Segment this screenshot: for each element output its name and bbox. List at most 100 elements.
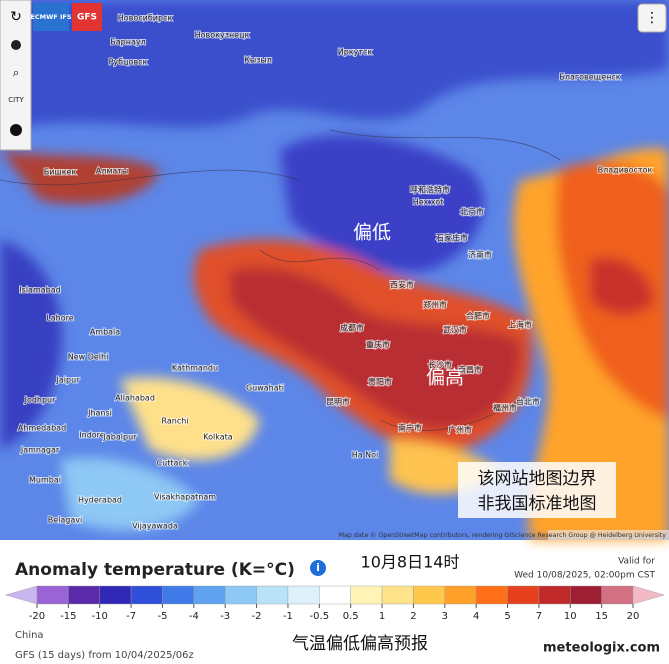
colorbar-cell <box>99 585 132 605</box>
city-label: Hyderabad <box>78 496 122 505</box>
city-label: Visakhapatnam <box>154 493 216 502</box>
dot-toggle[interactable] <box>10 124 22 136</box>
city-label: 南宁市 <box>398 423 422 433</box>
city-label: Allahabad <box>115 394 155 403</box>
colorbar-cell <box>36 585 69 605</box>
colorbar-cell <box>601 585 634 605</box>
colorbar-tick-label: 20 <box>627 611 640 622</box>
city-label: Cuttack <box>157 459 188 468</box>
colorbar-tick-label: -1 <box>283 611 293 622</box>
city-label: Кызыл <box>244 56 272 65</box>
map <box>0 0 669 540</box>
colorbar-cell <box>130 585 163 605</box>
colorbar-cell <box>4 585 38 605</box>
colorbar-cell <box>68 585 100 605</box>
colorbar-tick-label: 10 <box>564 611 577 622</box>
city-label: 福州市 <box>493 403 517 413</box>
colorbar-tick-label: 5 <box>504 611 510 622</box>
colorbar-cell <box>287 585 320 605</box>
menu-icon: ⋮ <box>645 10 659 26</box>
city-label: Благовещенск <box>559 73 620 82</box>
city-label: Ambala <box>90 328 120 337</box>
city-label: Indore <box>79 431 105 440</box>
city-label: 武汉市 <box>443 325 467 335</box>
city-label: 合肥市 <box>466 311 490 321</box>
city-label: Lahore <box>46 314 73 323</box>
colorbar-tick-label: 4 <box>473 611 479 622</box>
caption: 气温偏低偏高预报 <box>292 634 428 654</box>
city-label: 郑州市 <box>423 300 447 310</box>
city-label: Бишкек <box>44 168 77 177</box>
colorbar-cell <box>632 585 666 605</box>
location-icon[interactable] <box>11 40 21 50</box>
city-label: Рубцовск <box>109 58 148 67</box>
toolbar: ↻ ⌕ ⋮ <box>0 0 667 151</box>
colorbar-tick-label: 15 <box>595 611 608 622</box>
model-run: GFS (15 days) from 10/04/2025/06z <box>15 650 194 661</box>
city-label: Jodhpur <box>24 396 57 405</box>
city-label: 长沙市 <box>428 360 452 370</box>
city-label: 西安市 <box>390 280 414 290</box>
colorbar-tick-label: -7 <box>126 611 136 622</box>
colorbar-tick-label: -2 <box>252 611 262 622</box>
attribution: Map data © OpenStreetMap contributors, r… <box>339 531 667 539</box>
menu-button[interactable] <box>637 3 667 33</box>
city-label: Алматы <box>96 167 129 176</box>
colorbar-tick-label: -15 <box>60 611 76 622</box>
colorbar-tick-label: 0.5 <box>343 611 359 622</box>
city-label: 昆明市 <box>326 397 350 407</box>
colorbar-cell <box>538 585 571 605</box>
annotation-low: 偏低 <box>353 222 391 244</box>
city-label: Jaipur <box>56 376 81 385</box>
colorbar-tick-label: -4 <box>189 611 199 622</box>
colorbar-tick-label: -10 <box>92 611 108 622</box>
refresh-icon[interactable]: ↻ <box>10 9 22 25</box>
colorbar-tick-label: 1 <box>379 611 385 622</box>
city-label: Kathmandu <box>172 364 218 373</box>
city-label: 重庆市 <box>366 340 390 350</box>
disclaimer: 该网站地图边界 <box>478 469 597 489</box>
colorbar-cell <box>319 585 351 605</box>
legend: i <box>310 560 326 576</box>
city-label: Новокузнецк <box>195 31 250 40</box>
model-button[interactable] <box>72 3 102 31</box>
colorbar-cell <box>381 585 414 605</box>
zoom-icon[interactable]: ⌕ <box>13 66 20 80</box>
colorbar-cell <box>162 585 195 605</box>
city-toggle[interactable]: CITY <box>8 96 24 104</box>
colorbar-tick-label: -5 <box>157 611 167 622</box>
city-label: Hex xot <box>413 198 444 207</box>
watermark: meteologix.com <box>543 641 660 656</box>
colorbar-cell <box>350 585 383 605</box>
city-label: 成都市 <box>340 323 364 333</box>
info-glyph: i <box>316 561 320 574</box>
city-label: Новосибирск <box>118 14 173 23</box>
city-label: Ranchi <box>161 417 188 426</box>
city-label: Mumbai <box>29 476 61 485</box>
city-label: 北京市 <box>460 207 484 217</box>
colorbar-tick-label: -20 <box>29 611 45 622</box>
city-label: Vijayawada <box>132 522 178 531</box>
valid-label: Valid for <box>618 557 655 567</box>
city-label: 石家庄市 <box>436 233 468 243</box>
city-label: Jamnagar <box>20 446 60 455</box>
colorbar-cell <box>256 585 289 605</box>
colorbar-cell <box>193 585 226 605</box>
model-label[interactable]: GFS <box>77 13 97 23</box>
city-label: 广州市 <box>448 425 472 435</box>
colorbar-tick-label: 3 <box>442 611 448 622</box>
model-label[interactable]: ECMWF IFS <box>30 13 71 21</box>
model-button[interactable] <box>33 3 69 31</box>
colorbar-cell <box>570 585 602 605</box>
city-label: Jhansi <box>87 409 112 418</box>
city-label: 台北市 <box>516 397 540 407</box>
annotation-high: 偏高 <box>426 367 464 389</box>
info-icon[interactable] <box>310 560 326 576</box>
colorbar-cell <box>475 585 508 605</box>
city-label: Belagavi <box>48 516 82 525</box>
city-label: Islamabad <box>19 286 60 295</box>
colorbar-tick-label: -0.5 <box>310 611 330 622</box>
city-label: Владивосток <box>598 166 653 175</box>
city-label: Kolkata <box>203 433 232 442</box>
